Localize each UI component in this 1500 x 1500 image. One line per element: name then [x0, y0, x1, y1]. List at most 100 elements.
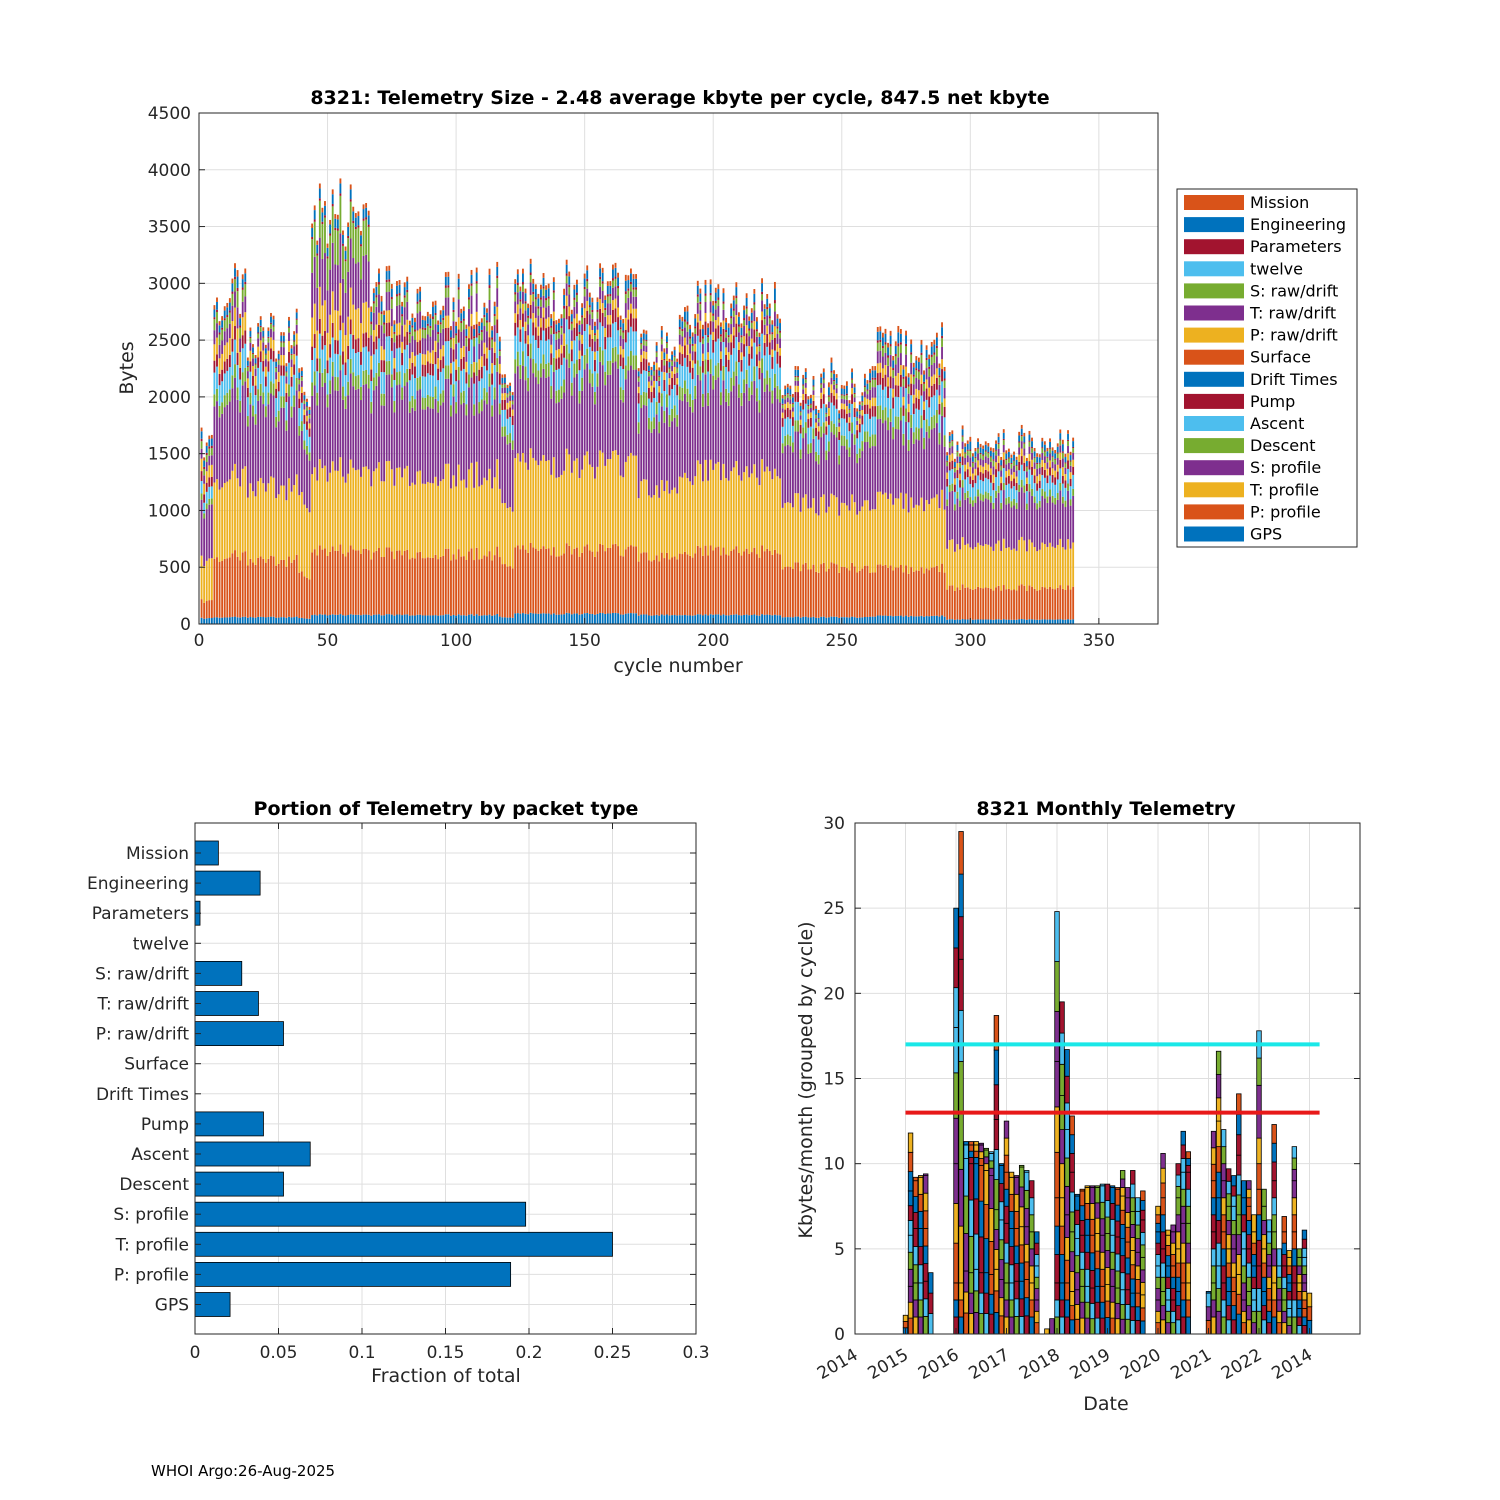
top-bar-segment: [308, 423, 311, 429]
top-bar-segment: [840, 398, 843, 404]
top-bar-segment: [969, 476, 972, 484]
top-bar-segment: [1069, 455, 1072, 461]
top-bar-segment: [367, 374, 370, 389]
top-bar-segment: [1020, 436, 1023, 442]
top-bar-segment: [408, 332, 411, 335]
top-bar-segment: [815, 571, 817, 618]
br-bar-segment: [1094, 1317, 1101, 1335]
top-bar-segment: [658, 380, 661, 387]
top-bar-segment: [223, 361, 226, 374]
top-bar-segment: [465, 338, 468, 347]
top-bar-segment: [293, 364, 296, 375]
top-bar-segment: [293, 485, 296, 560]
top-bar-segment: [684, 321, 686, 328]
top-bar-segment: [740, 371, 743, 393]
br-bar-segment: [1099, 1234, 1106, 1253]
top-bar-segment: [1056, 479, 1059, 494]
top-bar-segment: [689, 329, 691, 337]
top-bar-segment: [234, 377, 236, 464]
top-bar-segment: [987, 453, 990, 458]
top-bar-segment: [1038, 467, 1041, 475]
top-bar-segment: [866, 413, 869, 432]
top-bar-segment: [681, 328, 684, 332]
top-bar-segment: [216, 337, 218, 355]
br-bar-segment: [973, 1163, 979, 1200]
top-bar-segment: [730, 334, 733, 343]
top-bar-segment: [514, 613, 517, 624]
top-bar-segment: [447, 287, 450, 298]
top-bar-segment: [329, 219, 332, 225]
top-bar-segment: [581, 307, 584, 316]
top-bar-segment: [676, 361, 679, 368]
br-bar-segment: [1069, 1291, 1075, 1307]
top-bar-segment: [406, 465, 409, 550]
top-bar-segment: [871, 406, 874, 417]
top-bar-segment: [614, 361, 617, 451]
top-bar-segment: [612, 264, 614, 270]
top-bar-segment: [853, 617, 856, 624]
top-bar-segment: [666, 407, 668, 481]
top-bar-segment: [334, 470, 337, 551]
top-bar-segment: [694, 615, 697, 624]
top-bar-segment: [1036, 503, 1039, 510]
top-bar-segment: [573, 613, 576, 624]
top-bar-segment: [622, 368, 625, 390]
top-bar-segment: [707, 405, 709, 481]
top-bar-segment: [210, 438, 213, 446]
top-bar-segment: [861, 568, 864, 618]
top-bar-segment: [666, 332, 668, 337]
top-bar-segment: [784, 446, 787, 504]
top-bar-segment: [547, 613, 550, 624]
top-bar-segment: [339, 544, 342, 615]
top-bar-segment: [735, 361, 738, 376]
top-bar-segment: [725, 354, 727, 367]
top-bar-segment: [658, 497, 661, 562]
br-bar-segment: [993, 1209, 1000, 1230]
top-bar-segment: [1031, 542, 1033, 587]
top-bar-segment: [516, 613, 519, 624]
top-bar-segment: [681, 336, 684, 347]
top-bar-segment: [899, 374, 902, 387]
top-bar-segment: [997, 485, 1000, 493]
top-bar-segment: [421, 353, 424, 365]
top-bar-segment: [208, 618, 211, 624]
top-bar-segment: [1043, 456, 1046, 463]
top-bar-segment: [894, 341, 897, 346]
top-y-tick-label: 2000: [148, 388, 191, 408]
top-bar-segment: [352, 220, 355, 224]
top-bar-segment: [362, 220, 365, 256]
top-bar-segment: [874, 377, 877, 380]
top-y-tick-label: 1500: [148, 445, 191, 465]
bl-y-tick-label: P: raw/drift: [96, 1025, 190, 1045]
top-bar-segment: [550, 474, 553, 556]
top-bar-segment: [768, 342, 771, 355]
top-bar-segment: [1000, 619, 1003, 624]
top-bar-segment: [372, 341, 375, 355]
top-bar-segment: [383, 556, 386, 616]
top-bar-segment: [581, 390, 584, 470]
legend-swatch: [1184, 526, 1244, 542]
top-bar-segment: [648, 381, 650, 388]
top-bar-segment: [727, 371, 730, 393]
top-bar-segment: [640, 373, 643, 396]
top-bar-segment: [899, 492, 902, 565]
top-bar-segment: [506, 434, 509, 445]
top-bar-segment: [203, 460, 206, 467]
top-bar-segment: [892, 368, 895, 371]
top-bar-segment: [1013, 486, 1015, 500]
top-bar-segment: [390, 326, 393, 338]
top-bar-segment: [213, 317, 216, 320]
br-bar-segment: [988, 1241, 995, 1275]
top-bar-segment: [630, 268, 632, 274]
top-bar-segment: [804, 393, 807, 404]
top-bar-segment: [959, 506, 961, 550]
top-bar-segment: [799, 458, 802, 512]
br-bar-segment: [958, 1282, 964, 1301]
top-bar-segment: [290, 376, 293, 387]
top-bar-segment: [869, 418, 871, 437]
top-bar-segment: [671, 354, 673, 361]
top-bar-segment: [1046, 496, 1049, 503]
top-bar-segment: [329, 235, 332, 270]
top-bar-segment: [308, 406, 311, 410]
top-bar-segment: [699, 614, 702, 624]
